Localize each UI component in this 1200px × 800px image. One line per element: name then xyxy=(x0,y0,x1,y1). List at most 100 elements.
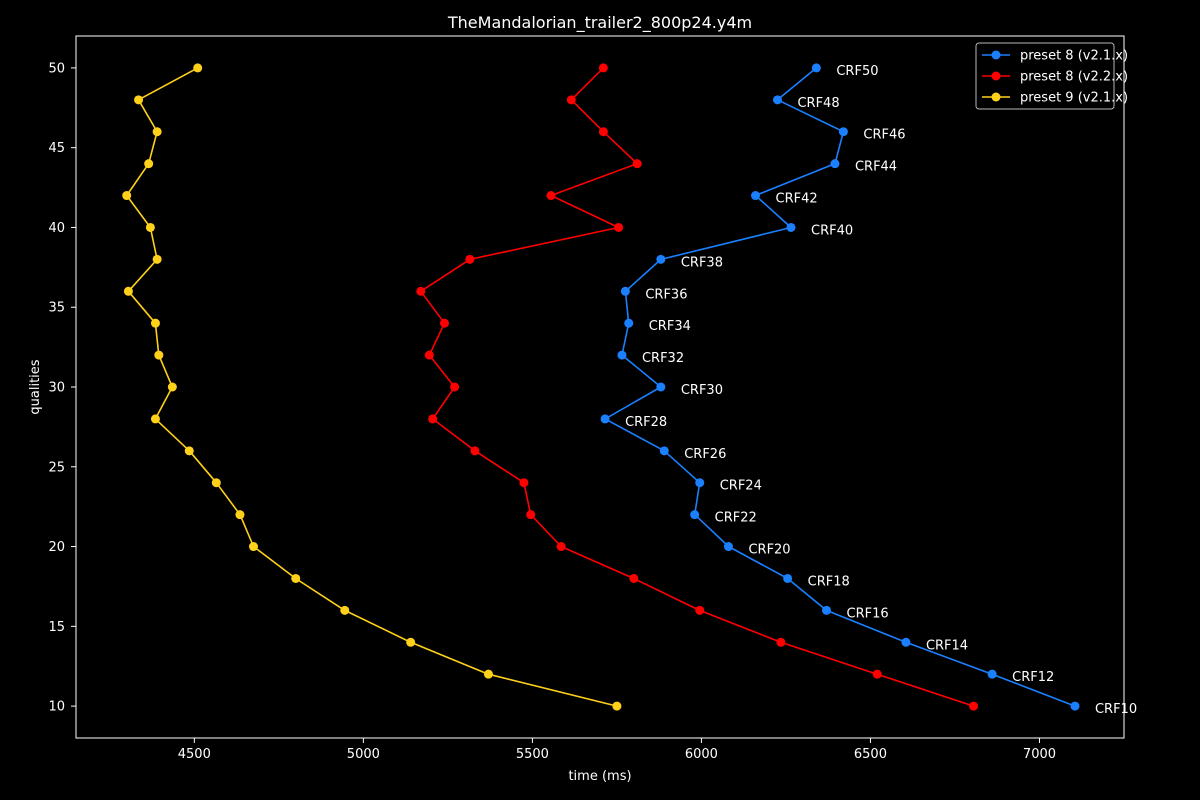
x-tick-label: 5500 xyxy=(516,747,549,762)
point-annotation: CRF26 xyxy=(684,447,726,462)
data-point xyxy=(598,63,608,73)
legend-label: preset 8 (v2.2.x) xyxy=(1020,70,1128,85)
legend-frame xyxy=(975,42,1115,110)
series-layer: CRF50 CRF48 CRF46 CRF44 CRF42 CRF40 CRF38 CRF36… xyxy=(122,63,1137,717)
y-tick-label: 10 xyxy=(48,700,65,715)
x-tick-label: 5000 xyxy=(347,747,380,762)
y-tick-label: 30 xyxy=(48,381,65,396)
point-annotation: CRF38 xyxy=(681,255,723,270)
legend-label: preset 9 (v2.1.x) xyxy=(1020,91,1128,106)
data-point xyxy=(656,254,666,264)
data-point xyxy=(145,222,155,232)
data-point xyxy=(987,669,997,679)
data-point xyxy=(184,446,194,456)
point-annotation: CRF18 xyxy=(808,574,850,589)
point-annotation: CRF50 xyxy=(836,64,878,79)
data-point xyxy=(167,382,177,392)
data-point xyxy=(235,510,245,520)
point-annotation: CRF30 xyxy=(681,383,723,398)
data-point xyxy=(519,478,529,488)
data-point xyxy=(614,222,624,232)
data-point xyxy=(428,414,438,424)
data-point xyxy=(723,542,733,552)
data-point xyxy=(617,350,627,360)
point-annotation: CRF16 xyxy=(847,606,889,621)
point-annotation: CRF22 xyxy=(715,511,757,526)
data-point xyxy=(656,382,666,392)
data-point xyxy=(659,446,669,456)
data-point xyxy=(450,382,460,392)
data-point xyxy=(556,542,566,552)
data-point xyxy=(811,63,821,73)
data-point xyxy=(424,350,434,360)
data-point xyxy=(695,605,705,615)
data-point xyxy=(598,127,608,137)
y-tick-label: 35 xyxy=(48,301,65,316)
data-point xyxy=(620,286,630,296)
plot-frame xyxy=(75,35,1125,739)
point-annotation: CRF32 xyxy=(642,351,684,366)
data-point xyxy=(600,414,610,424)
data-point xyxy=(901,637,911,647)
data-point xyxy=(776,637,786,647)
point-annotation: CRF20 xyxy=(748,543,790,558)
legend-marker xyxy=(991,92,1001,102)
data-point xyxy=(150,318,160,328)
data-point xyxy=(439,318,449,328)
y-axis: 10 15 20 25 30 35 40 45 50 xyxy=(48,61,76,715)
legend-label: preset 8 (v2.1.x) xyxy=(1020,49,1128,64)
x-axis-label: time (ms) xyxy=(568,769,631,784)
data-point xyxy=(838,127,848,137)
data-point xyxy=(152,127,162,137)
x-tick-label: 6000 xyxy=(685,747,718,762)
point-annotation: CRF12 xyxy=(1012,670,1054,685)
data-point xyxy=(695,478,705,488)
x-tick-label: 4500 xyxy=(178,747,211,762)
data-point xyxy=(465,254,475,264)
data-point xyxy=(150,414,160,424)
data-point xyxy=(872,669,882,679)
data-point xyxy=(690,510,700,520)
data-point xyxy=(134,95,144,105)
point-annotation: CRF34 xyxy=(649,319,691,334)
legend-marker xyxy=(991,50,1001,60)
data-point xyxy=(291,573,301,583)
data-point xyxy=(248,542,258,552)
data-point xyxy=(340,605,350,615)
plot-area: 4500 5000 5500 6000 6500 7000 10 15 20 25 30 35 40 4… xyxy=(48,35,1137,762)
point-annotation: CRF44 xyxy=(855,160,897,175)
data-point xyxy=(786,222,796,232)
point-annotation: CRF28 xyxy=(625,415,667,430)
x-tick-label: 6500 xyxy=(854,747,887,762)
data-point xyxy=(772,95,782,105)
data-point xyxy=(612,701,622,711)
point-annotation: CRF48 xyxy=(797,96,839,111)
data-point xyxy=(123,286,133,296)
x-axis: 4500 5000 5500 6000 6500 7000 xyxy=(178,738,1056,762)
data-point xyxy=(969,701,979,711)
data-point xyxy=(152,254,162,264)
data-point xyxy=(406,637,416,647)
point-annotation: CRF46 xyxy=(863,128,905,143)
legend: preset 8 (v2.1.x) preset 8 (v2.2.x) preset… xyxy=(975,42,1128,110)
data-point xyxy=(751,191,761,201)
data-point xyxy=(122,191,132,201)
data-point xyxy=(211,478,221,488)
point-annotation: CRF36 xyxy=(645,287,687,302)
data-point xyxy=(144,159,154,169)
point-annotation: CRF10 xyxy=(1095,702,1137,717)
y-axis-label: qualities xyxy=(28,359,43,414)
data-point xyxy=(830,159,840,169)
legend-marker xyxy=(991,71,1001,81)
point-annotation: CRF42 xyxy=(776,192,818,207)
data-point xyxy=(154,350,164,360)
data-point xyxy=(783,573,793,583)
data-point xyxy=(526,510,536,520)
chart-title: TheMandalorian_trailer2_800p24.y4m xyxy=(447,13,752,33)
point-annotation: CRF40 xyxy=(811,223,853,238)
y-tick-label: 25 xyxy=(48,460,65,475)
data-point xyxy=(416,286,426,296)
y-tick-label: 20 xyxy=(48,540,65,555)
data-point xyxy=(546,191,556,201)
